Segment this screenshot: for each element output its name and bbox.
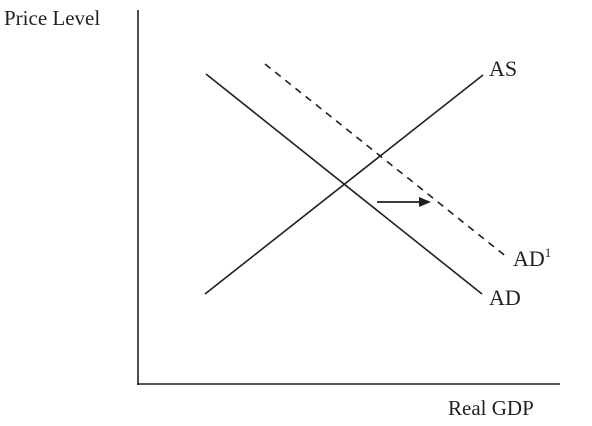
ad-shifted-label: AD1 bbox=[513, 245, 551, 271]
shift-right-arrow-icon bbox=[377, 197, 431, 207]
ad-shifted-label-superscript: 1 bbox=[545, 245, 552, 260]
ad-curve bbox=[205, 73, 483, 295]
ad-shifted-label-text: AD bbox=[513, 246, 545, 271]
x-axis-title: Real GDP bbox=[448, 396, 534, 420]
ad-label: AD bbox=[489, 285, 521, 310]
as-label: AS bbox=[489, 56, 517, 81]
y-axis-title: Price Level bbox=[4, 6, 100, 30]
ad-shifted-curve bbox=[264, 63, 509, 259]
